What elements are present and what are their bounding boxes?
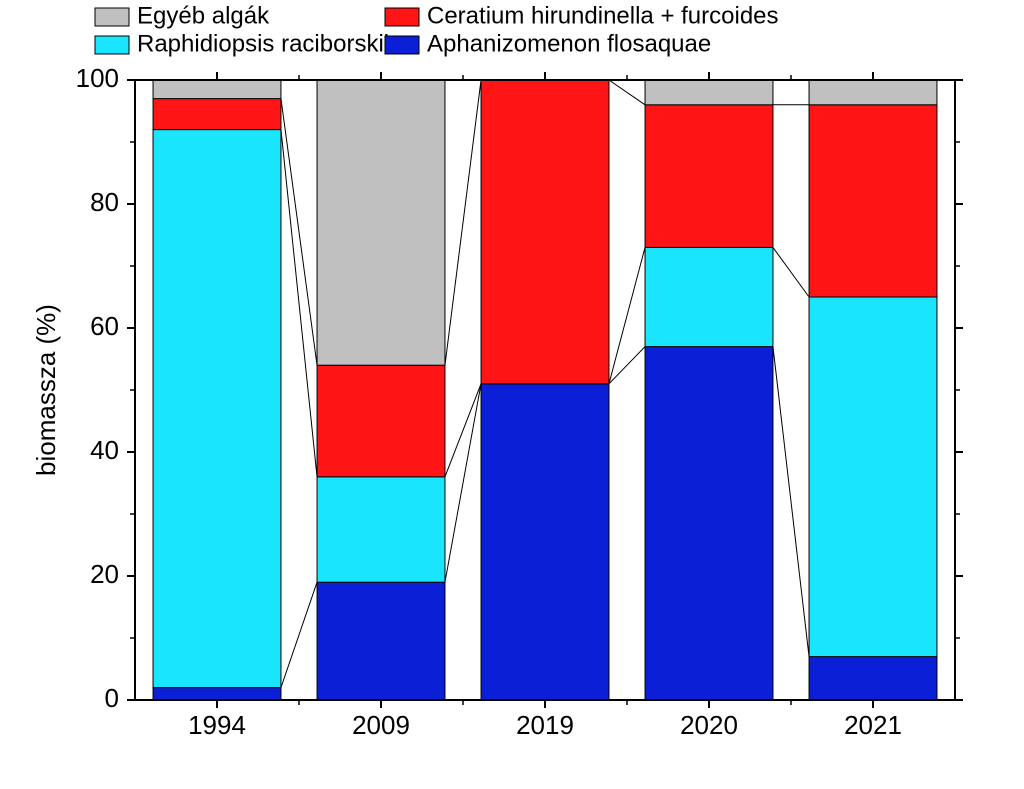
bar-segment [645, 247, 773, 346]
bar-segment [153, 80, 281, 99]
x-tick-label: 1994 [188, 710, 246, 740]
y-tick-label: 60 [90, 311, 119, 341]
legend-label: Egyéb algák [137, 2, 270, 29]
bar-segment [645, 105, 773, 248]
bar-segment [645, 347, 773, 700]
legend-label: Ceratium hirundinella + furcoides [427, 2, 779, 29]
bar-segment [153, 130, 281, 688]
bar-segment [809, 657, 937, 700]
bar-segment [809, 105, 937, 297]
legend-swatch [385, 8, 419, 26]
legend-swatch [385, 36, 419, 54]
bar-segment [153, 688, 281, 700]
x-tick-label: 2009 [352, 710, 410, 740]
stacked-bar-chart: 0 20 40 60 80 100 biomassza (%) 1994 2009 2019 202… [0, 0, 1024, 784]
y-tick-label: 0 [105, 683, 119, 713]
bar-segment [809, 80, 937, 105]
bar-segment [317, 80, 445, 365]
bars [153, 80, 937, 700]
legend-label: Aphanizomenon flosaquae [427, 30, 711, 57]
chart-svg: 0 20 40 60 80 100 biomassza (%) 1994 2009 2019 202… [0, 0, 1024, 784]
x-tick-label: 2020 [680, 710, 738, 740]
legend-label: Raphidiopsis raciborskii [137, 30, 389, 57]
bar-segment [317, 582, 445, 700]
bar-segment [153, 99, 281, 130]
bar-segment [645, 80, 773, 105]
bar-segment [317, 365, 445, 477]
bar-segment [481, 80, 609, 384]
x-tick-label: 2019 [516, 710, 574, 740]
x-tick-label: 2021 [844, 710, 902, 740]
bar-segment [317, 477, 445, 582]
y-axis-label: biomassza (%) [31, 304, 61, 476]
y-tick-label: 40 [90, 435, 119, 465]
legend-swatch [95, 36, 129, 54]
y-tick-label: 80 [90, 187, 119, 217]
bar-segment [809, 297, 937, 657]
bar-segment [481, 384, 609, 700]
legend: Egyéb algák Ceratium hirundinella + furco… [95, 2, 779, 57]
y-tick-label: 100 [76, 63, 119, 93]
legend-swatch [95, 8, 129, 26]
y-tick-label: 20 [90, 559, 119, 589]
